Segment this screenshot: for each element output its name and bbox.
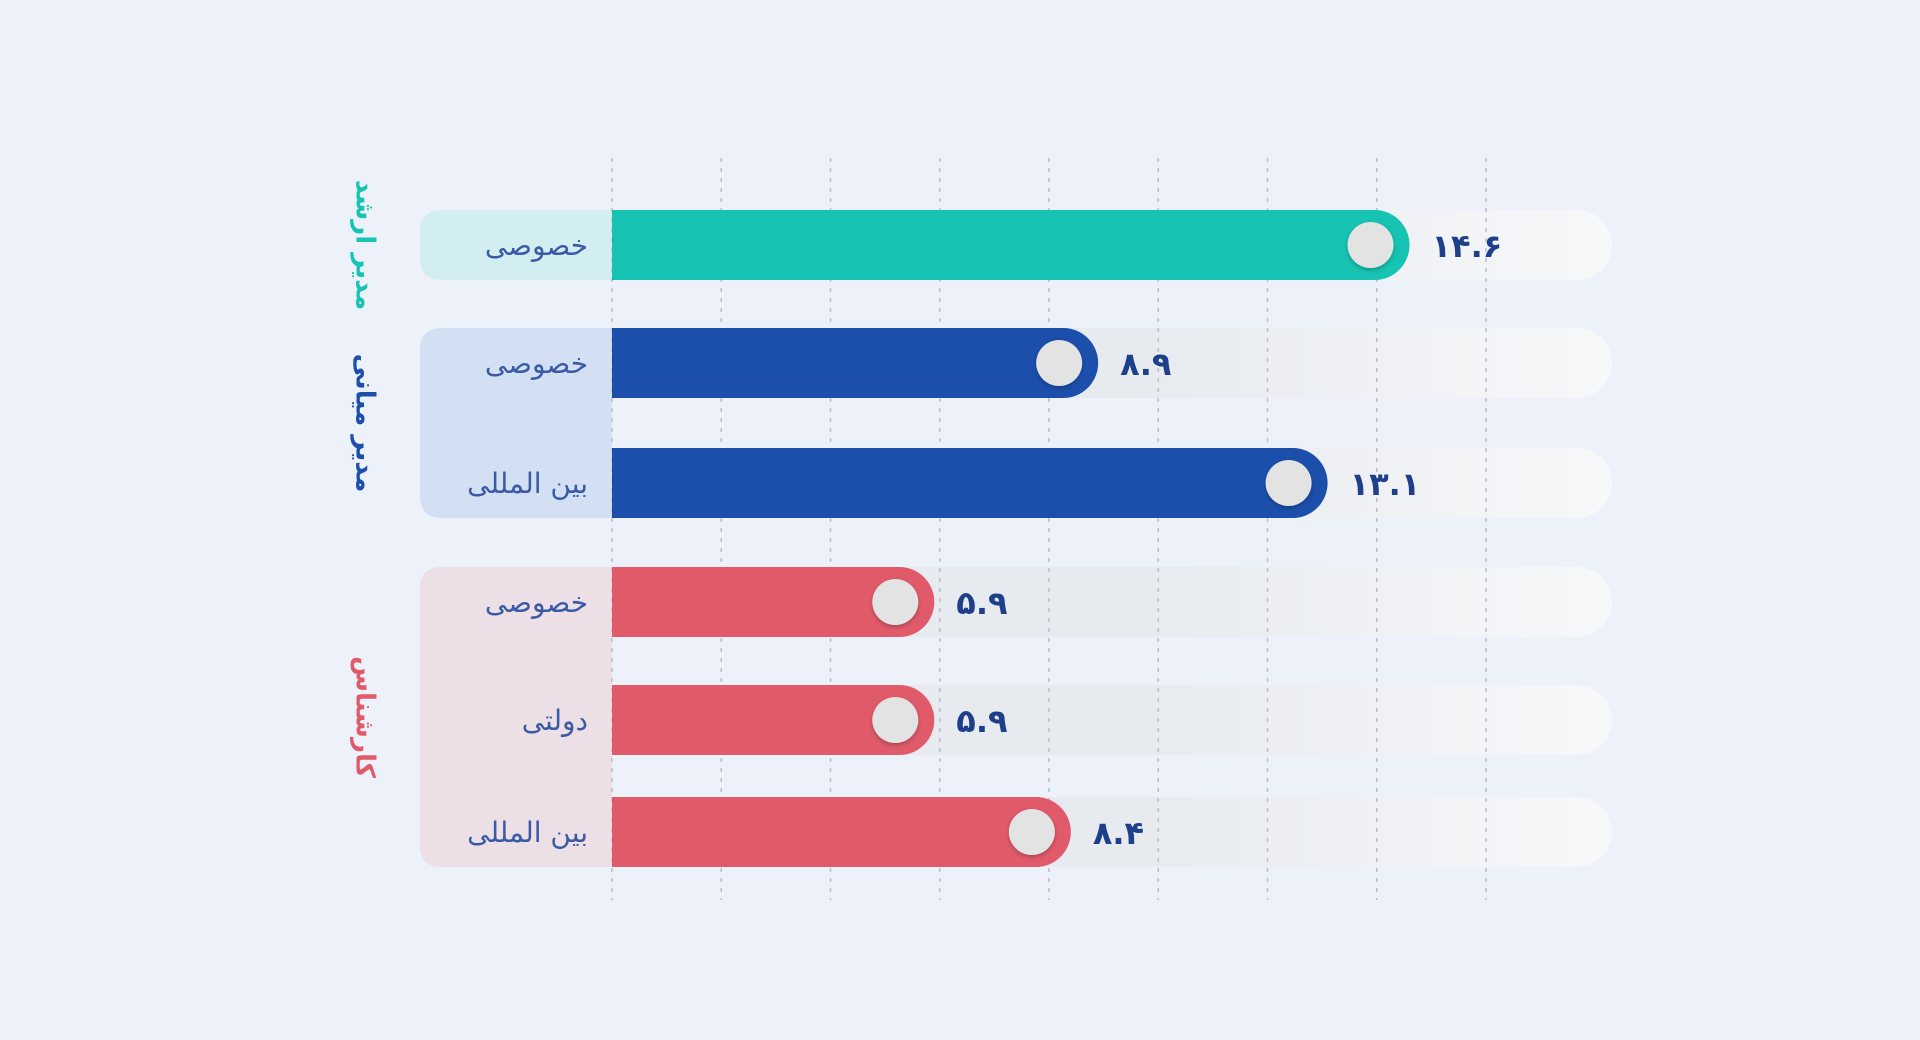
bar-knob xyxy=(872,697,919,743)
group-label: کارشناس xyxy=(350,656,380,779)
category-label: بین المللی xyxy=(467,816,588,849)
group-label: مدیر ارشد xyxy=(350,180,380,311)
bar-knob xyxy=(1008,809,1055,855)
bar-knob xyxy=(1036,340,1083,386)
bar xyxy=(612,685,935,755)
value-label: ۵.۹ xyxy=(956,702,1007,740)
category-label: خصوصی xyxy=(485,229,588,262)
bar-knob xyxy=(872,579,919,625)
value-label: ۸.۴ xyxy=(1093,814,1144,852)
category-panel xyxy=(420,567,612,867)
group-label: مدیر میانی xyxy=(350,354,380,493)
value-label: ۵.۹ xyxy=(956,584,1007,622)
category-label: دولتی xyxy=(522,704,588,737)
category-panel xyxy=(420,210,612,280)
category-panel xyxy=(420,328,612,518)
value-label: ۱۴.۶ xyxy=(1432,227,1503,265)
bar xyxy=(612,448,1328,518)
bar xyxy=(612,567,935,637)
bar xyxy=(612,797,1071,867)
category-label: بین المللی xyxy=(467,467,588,500)
value-label: ۸.۹ xyxy=(1120,345,1171,383)
bar xyxy=(612,328,1099,398)
bar xyxy=(612,210,1410,280)
bar-knob xyxy=(1347,222,1394,268)
value-label: ۱۳.۱ xyxy=(1350,465,1421,503)
category-label: خصوصی xyxy=(485,347,588,380)
category-label: خصوصی xyxy=(485,586,588,619)
bar-knob xyxy=(1265,460,1312,506)
